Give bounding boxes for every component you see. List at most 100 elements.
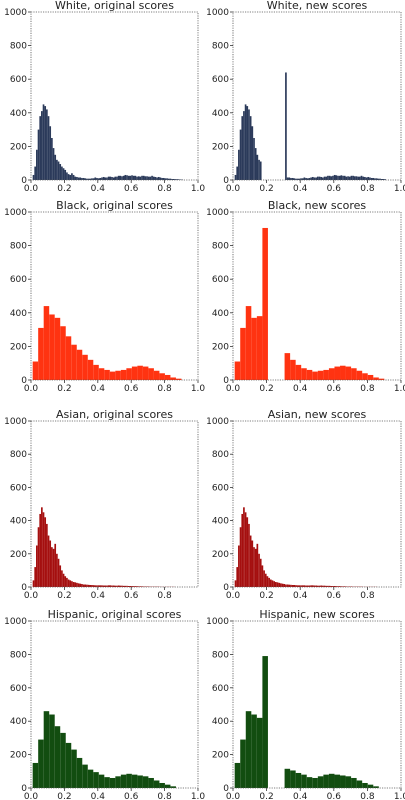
histogram-bar <box>323 774 329 788</box>
plot-frame <box>232 11 402 181</box>
histogram-bar <box>46 523 48 587</box>
histogram-bar <box>251 714 257 788</box>
histogram-bar <box>64 576 67 587</box>
histogram-bar <box>42 104 45 180</box>
histogram-bar <box>109 777 116 788</box>
histogram-bar <box>342 175 344 180</box>
histogram-bar <box>290 177 292 180</box>
histogram-bar <box>112 585 115 587</box>
histogram-bar <box>81 177 83 180</box>
histogram-bar <box>54 726 61 788</box>
histogram-bar <box>62 168 65 180</box>
histogram-bar <box>251 126 254 180</box>
histogram-bar <box>334 774 341 788</box>
histogram-bar <box>300 585 302 587</box>
histogram-bar <box>47 535 50 587</box>
histogram-bar <box>174 179 177 180</box>
histogram-bar <box>136 176 138 180</box>
histogram-bar <box>84 178 87 180</box>
histogram-bar <box>328 175 331 180</box>
histogram-bar <box>111 176 113 180</box>
histogram-bar <box>104 369 110 380</box>
histogram-bar <box>315 585 317 587</box>
histogram-bar <box>330 176 333 180</box>
y-tick-label: 400 <box>212 109 229 119</box>
panel-title: Black, new scores <box>268 199 367 212</box>
histogram-bar <box>333 586 336 587</box>
histogram-bar <box>93 364 99 380</box>
histogram-bar <box>254 148 257 180</box>
histogram-bar <box>352 175 354 180</box>
histogram-bar <box>286 584 289 587</box>
histogram-bar <box>56 159 58 180</box>
histogram-bar <box>43 306 50 380</box>
histogram-bar <box>119 585 122 587</box>
histogram-bar <box>47 116 50 180</box>
histogram-bar <box>154 176 157 180</box>
histogram-bar <box>52 548 55 587</box>
x-tick-label: 1.0 <box>394 792 405 800</box>
y-tick-label: 800 <box>212 650 229 660</box>
y-tick-label: 0 <box>21 583 27 593</box>
histogram-bar <box>67 174 70 180</box>
histogram-bar <box>131 175 133 180</box>
histogram-bar <box>38 327 44 380</box>
histogram-bar <box>296 585 299 587</box>
histogram-bar <box>256 154 259 180</box>
histogram-bar <box>268 577 270 587</box>
histogram-bar <box>104 777 110 788</box>
histogram-bar <box>269 579 272 587</box>
x-tick-label: 0.4 <box>91 792 106 800</box>
y-tick-label: 400 <box>10 717 27 727</box>
histogram-bar <box>311 176 314 180</box>
histogram-bar <box>164 178 167 180</box>
histogram-bar <box>245 306 252 380</box>
histogram-bar <box>146 176 148 180</box>
histogram-bar <box>126 368 132 380</box>
histogram-bar <box>340 175 343 180</box>
histogram-bar <box>94 177 97 180</box>
histogram-bar <box>355 176 358 180</box>
y-tick-label: 800 <box>10 450 27 460</box>
y-tick-label: 800 <box>10 42 27 52</box>
histogram-bar <box>241 116 244 180</box>
histogram-bar <box>345 366 352 380</box>
histogram-bar <box>300 178 302 180</box>
histogram-bar <box>288 177 291 180</box>
histogram-bar <box>59 565 62 587</box>
histogram-bar <box>91 585 93 587</box>
histogram-bar <box>323 585 326 587</box>
histogram-bar <box>332 175 334 180</box>
histogram-bar <box>328 368 335 380</box>
histogram-bar <box>378 378 385 380</box>
histogram-bar <box>367 176 370 180</box>
histogram-bar <box>37 129 40 180</box>
histogram-bar <box>278 582 281 587</box>
y-tick-label: 1000 <box>206 208 229 218</box>
x-tick-label: 0.0 <box>24 591 39 601</box>
histogram-bar <box>258 159 260 180</box>
histogram-bar <box>234 762 241 788</box>
x-tick-label: 0.0 <box>226 591 241 601</box>
histogram-bar <box>32 361 39 380</box>
histogram-bar <box>327 585 329 587</box>
y-tick-label: 600 <box>10 75 27 85</box>
histogram-bar <box>362 176 365 180</box>
histogram-bar <box>99 585 102 587</box>
y-tick-label: 1000 <box>206 617 229 627</box>
histogram-bar <box>347 176 349 180</box>
histogram-bar <box>164 784 171 788</box>
histogram-bar <box>340 365 346 380</box>
histogram-bar <box>86 584 88 587</box>
y-tick-label: 800 <box>212 42 229 52</box>
x-tick-label: 0.4 <box>293 591 308 601</box>
histogram-bar <box>71 344 77 380</box>
x-tick-label: 0.6 <box>124 184 139 194</box>
histogram-bar <box>157 176 160 180</box>
x-tick-label: 0.4 <box>293 792 308 800</box>
histogram-bar <box>51 547 53 587</box>
x-tick-label: 0.4 <box>91 591 106 601</box>
histogram-bar <box>295 772 302 788</box>
histogram-bar <box>60 732 66 788</box>
histogram-bar <box>65 336 72 380</box>
